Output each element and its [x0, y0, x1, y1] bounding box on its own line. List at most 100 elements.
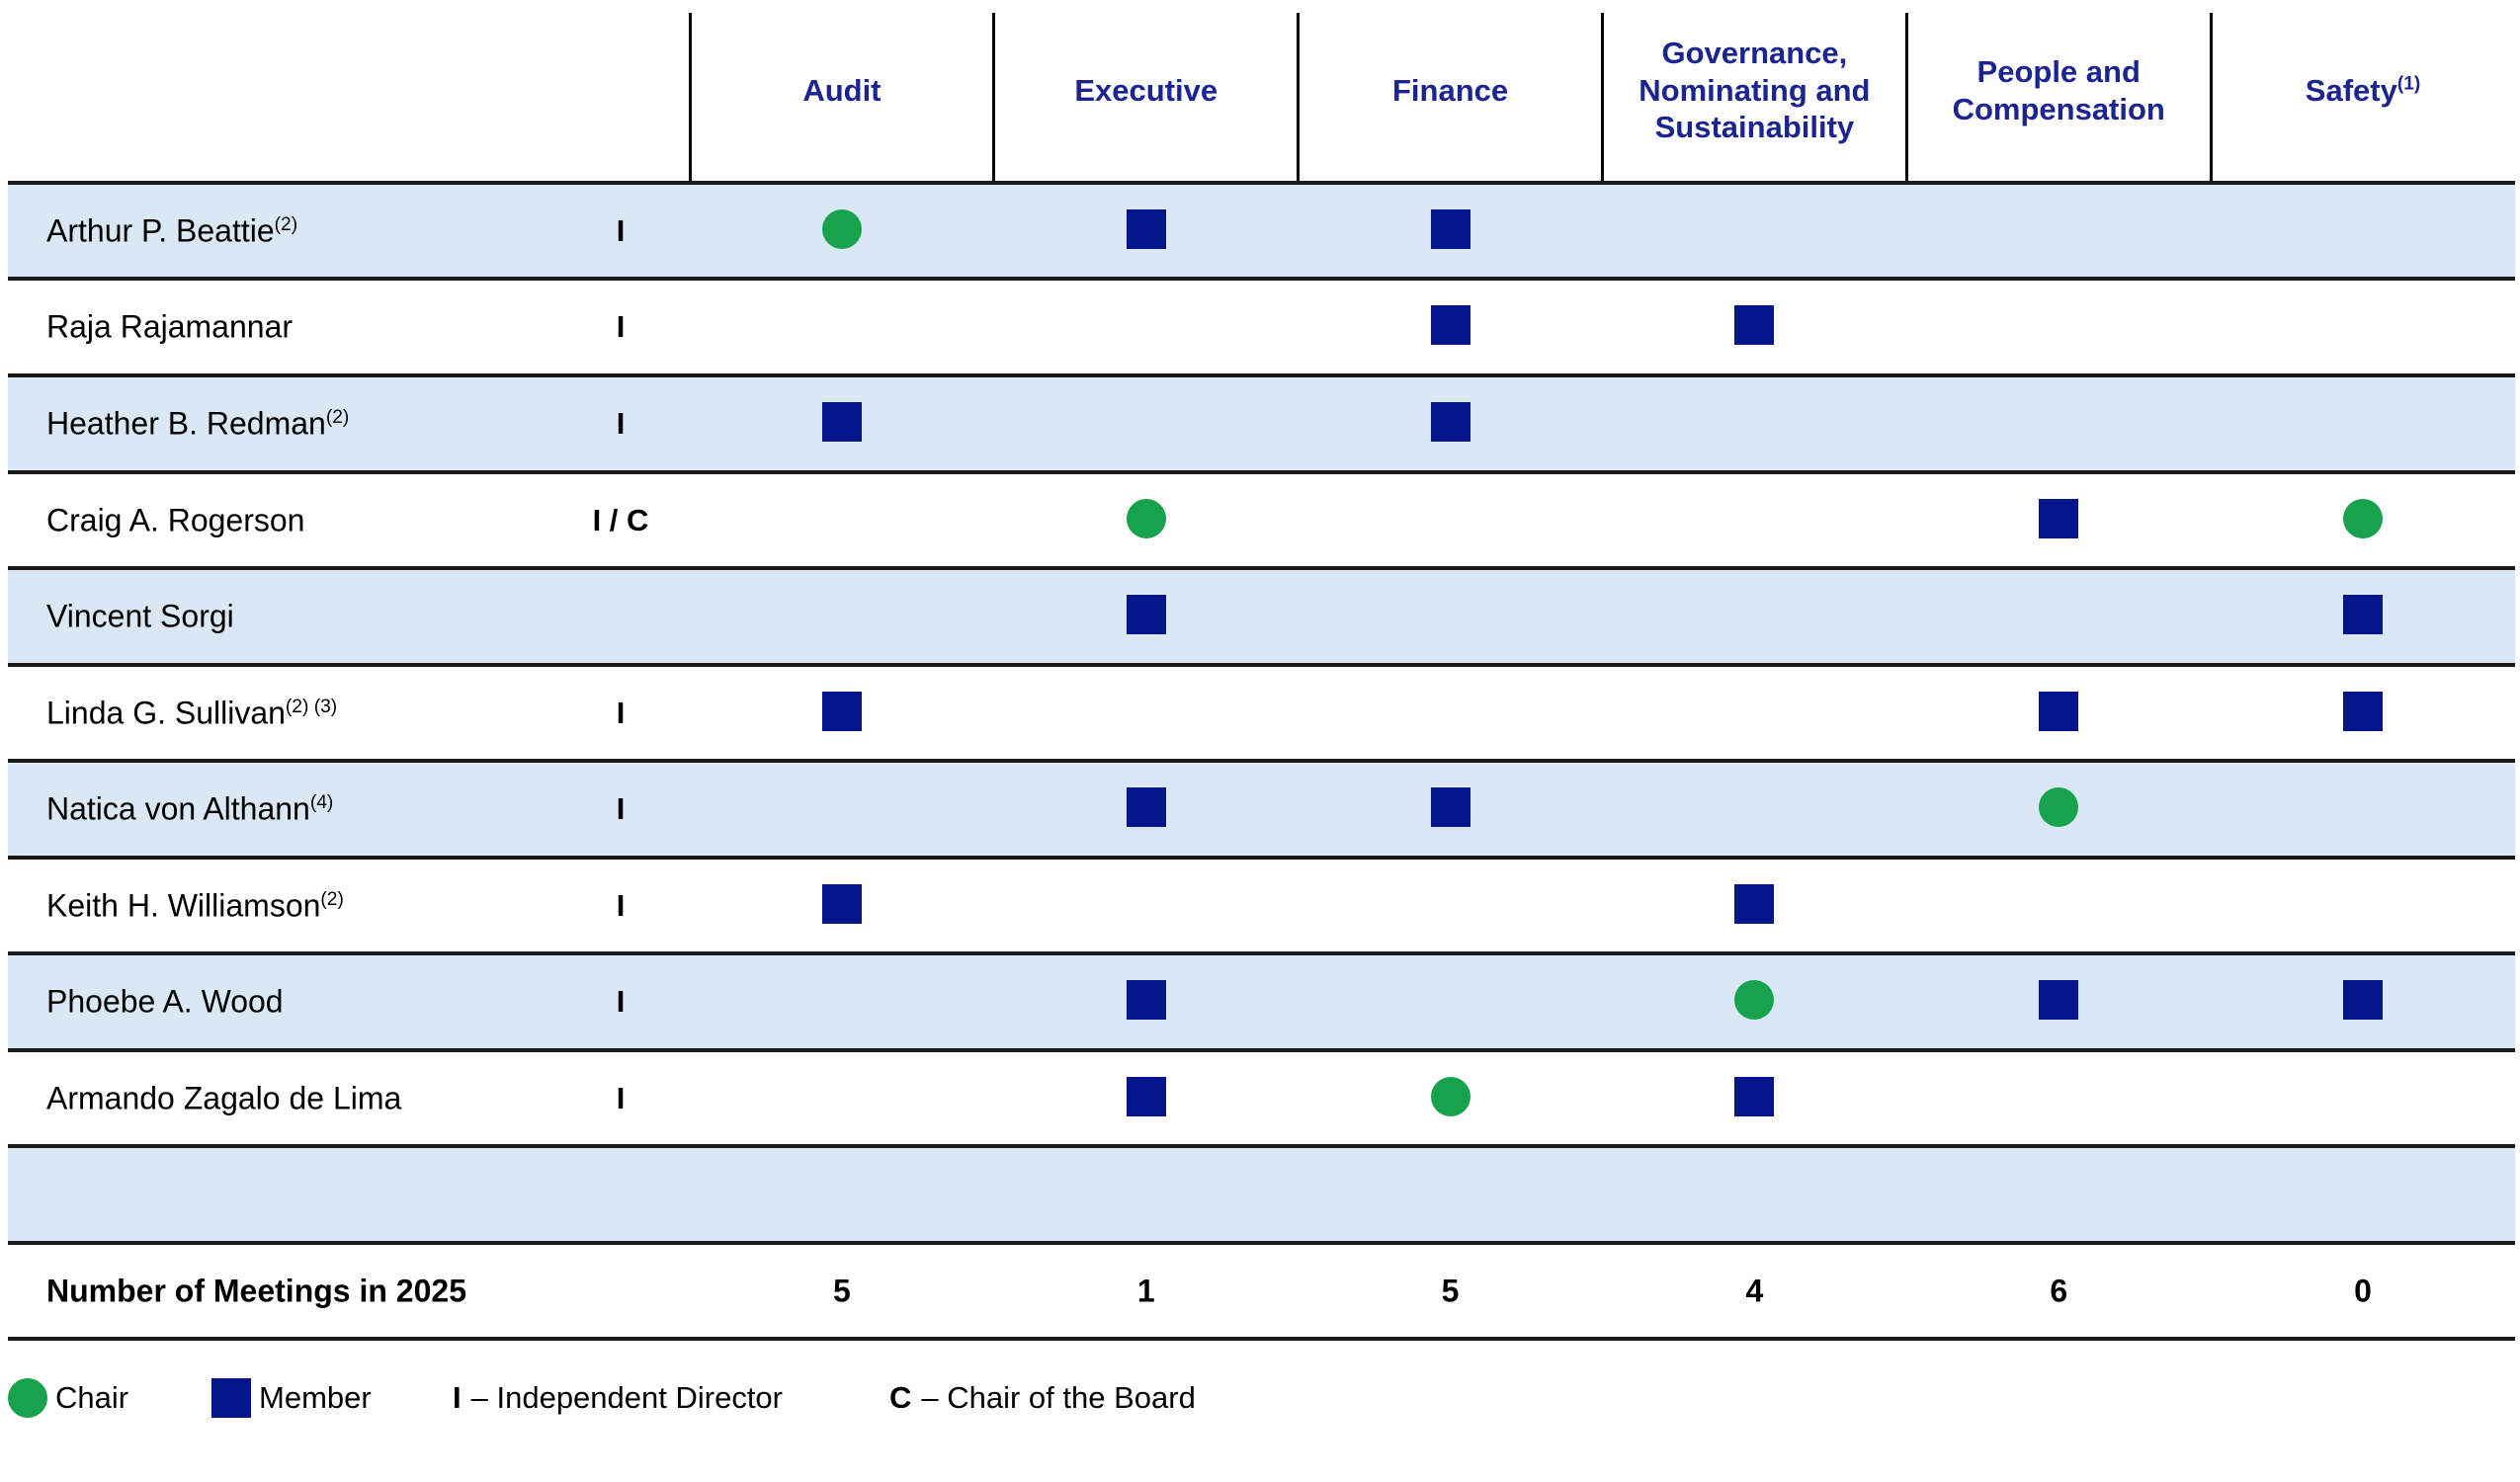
- member-square-marker: [1734, 305, 1775, 345]
- member-square-marker: [1430, 402, 1470, 442]
- director-row: Natica von Althann(4) I: [8, 759, 2515, 856]
- column-header-footnote: (1): [2396, 73, 2421, 95]
- director-row: Arthur P. Beattie(2) I: [8, 181, 2515, 277]
- column-header-people-compensation: People and Compensation: [1906, 0, 2211, 181]
- member-square-marker: [2343, 692, 2384, 731]
- director-row: Phoebe A. Wood I: [8, 951, 2515, 1048]
- director-name: Linda G. Sullivan(2) (3): [46, 695, 337, 731]
- legend-member: Member: [211, 1376, 372, 1420]
- member-square-marker: [821, 692, 862, 731]
- independence-indicator: I / C: [592, 502, 649, 537]
- director-name-text: Craig A. Rogerson: [46, 502, 305, 537]
- legend-independent-label: – Independent Director: [470, 1380, 783, 1415]
- legend-board-chair-label: – Chair of the Board: [921, 1380, 1196, 1415]
- director-row: Craig A. Rogerson I / C: [8, 470, 2515, 566]
- director-name: Heather B. Redman(2): [46, 406, 349, 443]
- member-square-marker: [821, 884, 862, 924]
- column-header-governance: Governance, Nominating and Sustainabilit…: [1602, 0, 1906, 181]
- independence-indicator: I: [616, 887, 626, 923]
- legend: Chair Member I – Independent Director C …: [0, 1376, 2520, 1420]
- chair-circle-marker: [2039, 787, 2079, 827]
- member-square-marker: [2039, 499, 2079, 538]
- column-header-label: Governance, Nominating and Sustainabilit…: [1638, 35, 1871, 145]
- director-name-footnote: (2): [320, 888, 344, 910]
- empty-row: [8, 1144, 2515, 1241]
- director-name: Craig A. Rogerson: [46, 502, 304, 538]
- director-row: Linda G. Sullivan(2) (3) I: [8, 663, 2515, 759]
- meeting-count: 1: [1136, 1273, 1155, 1308]
- chair-circle-marker: [1430, 1077, 1470, 1116]
- member-square-marker: [1734, 1077, 1775, 1116]
- column-header-label: Audit: [802, 72, 882, 108]
- director-name-text: Arthur P. Beattie: [46, 212, 275, 248]
- director-name-text: Phoebe A. Wood: [46, 983, 284, 1020]
- director-name-footnote: (2): [274, 213, 298, 235]
- column-header-label: People and Compensation: [1952, 53, 2165, 126]
- director-name-text: Linda G. Sullivan: [46, 695, 286, 730]
- director-name-text: Vincent Sorgi: [46, 598, 234, 634]
- legend-chair-label: Chair: [55, 1380, 129, 1415]
- member-square-icon: [211, 1378, 251, 1418]
- column-header-executive: Executive: [994, 0, 1299, 181]
- legend-independent-director: I – Independent Director: [453, 1376, 783, 1420]
- director-name: Phoebe A. Wood: [46, 984, 284, 1021]
- column-header-audit: Audit: [690, 0, 994, 181]
- member-square-marker: [1430, 787, 1470, 827]
- chair-circle-marker: [2343, 499, 2384, 538]
- header-column-divider: [1904, 13, 1908, 181]
- director-row: Keith H. Williamson(2) I: [8, 856, 2515, 951]
- member-square-marker: [1126, 787, 1166, 827]
- chair-circle-marker: [821, 209, 862, 249]
- member-square-marker: [2343, 980, 2384, 1020]
- legend-board-chair-abbr: C: [889, 1380, 912, 1415]
- director-name-footnote: (2): [325, 406, 350, 428]
- member-square-marker: [2343, 595, 2384, 634]
- independence-indicator: I: [616, 984, 626, 1019]
- independence-indicator: I: [616, 406, 626, 441]
- director-name-text: Natica von Althann: [46, 790, 310, 827]
- member-square-marker: [1126, 209, 1166, 249]
- independence-indicator: I: [616, 212, 626, 248]
- director-name: Raja Rajamannar: [46, 309, 293, 346]
- column-header-finance: Finance: [1299, 0, 1603, 181]
- independence-indicator: I: [616, 695, 626, 730]
- independence-indicator: I: [616, 1080, 626, 1115]
- column-header-label: Safety(1): [2305, 72, 2421, 108]
- header-column-divider: [1297, 13, 1301, 181]
- legend-chair: Chair: [8, 1376, 128, 1420]
- member-square-marker: [1430, 209, 1470, 249]
- chair-circle-marker: [1734, 980, 1775, 1020]
- director-name: Armando Zagalo de Lima: [46, 1080, 401, 1116]
- director-name-footnote: (4): [309, 791, 334, 813]
- member-square-marker: [1430, 305, 1470, 345]
- director-name: Keith H. Williamson(2): [46, 887, 344, 924]
- chair-circle-marker: [1126, 499, 1166, 538]
- table-bottom-border: [8, 1337, 2515, 1341]
- legend-member-label: Member: [259, 1380, 372, 1415]
- meeting-count: 6: [2050, 1273, 2068, 1308]
- meeting-count: 0: [2354, 1273, 2372, 1308]
- director-row: Armando Zagalo de Lima I: [8, 1048, 2515, 1144]
- director-name-text: Armando Zagalo de Lima: [46, 1080, 402, 1115]
- director-row: Vincent Sorgi: [8, 566, 2515, 663]
- meeting-count: 5: [1441, 1273, 1460, 1308]
- director-name: Natica von Althann(4): [46, 791, 333, 828]
- member-square-marker: [2039, 692, 2079, 731]
- independence-indicator: I: [616, 791, 626, 826]
- director-name-text: Keith H. Williamson: [46, 887, 321, 923]
- director-name-text: Heather B. Redman: [46, 405, 326, 442]
- member-square-marker: [1734, 884, 1775, 924]
- director-row: Raja Rajamannar I: [8, 277, 2515, 373]
- column-header-safety: Safety(1): [2211, 0, 2515, 181]
- member-square-marker: [1126, 980, 1166, 1020]
- member-square-marker: [1126, 1077, 1166, 1116]
- meeting-count: 5: [833, 1273, 851, 1308]
- member-square-marker: [1126, 595, 1166, 634]
- meeting-count: 4: [1745, 1273, 1764, 1308]
- header-column-divider: [992, 13, 996, 181]
- chair-circle-icon: [8, 1378, 47, 1418]
- director-name: Arthur P. Beattie(2): [46, 212, 297, 249]
- director-name-text: Raja Rajamannar: [46, 308, 294, 345]
- director-row: Heather B. Redman(2) I: [8, 373, 2515, 470]
